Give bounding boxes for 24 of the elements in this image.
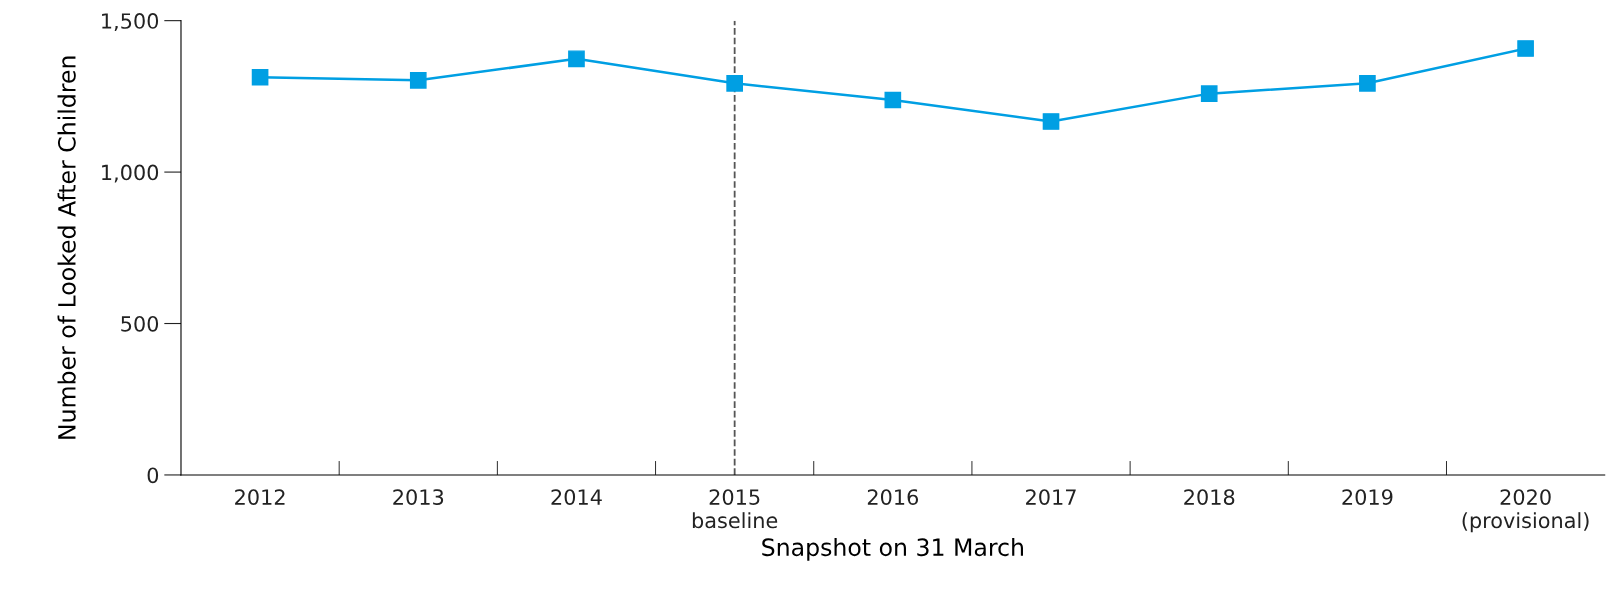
point <box>409 71 427 89</box>
x-axis-title: Snapshot on 31 March <box>762 537 1023 561</box>
y-axis-title: Number of Looked After Children <box>57 56 76 439</box>
x-tick-label: 2012 <box>235 489 285 505</box>
point <box>726 75 743 92</box>
x-tick-label: 2020 (provisional) <box>1462 489 1589 533</box>
point <box>1200 85 1218 102</box>
y-tick-label: 1,000 <box>102 164 159 183</box>
x-tick-label: 2014 <box>551 489 602 505</box>
x-tick-label: 2016 <box>867 489 919 505</box>
point <box>884 91 902 109</box>
point <box>1042 113 1060 130</box>
y-tick-label: 0 <box>147 467 159 484</box>
point <box>251 68 269 86</box>
y-tick-label: 1,500 <box>102 13 159 31</box>
y-tick-label: 500 <box>121 315 159 332</box>
point <box>568 50 585 68</box>
x-tick-label: 2013 <box>393 489 444 505</box>
x-tick-label: 2015 baseline <box>692 489 778 529</box>
point <box>1517 40 1534 57</box>
x-tick-label: 2019 <box>1342 489 1393 505</box>
x-tick-label: 2017 <box>1026 489 1076 505</box>
point <box>1359 75 1376 92</box>
x-tick-label: 2018 <box>1184 489 1235 505</box>
